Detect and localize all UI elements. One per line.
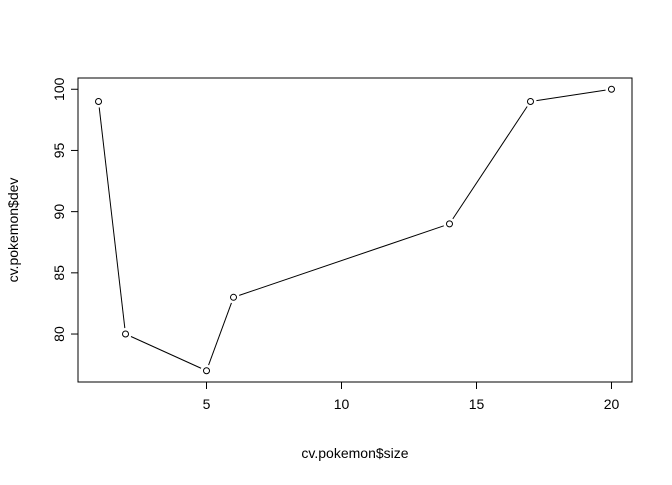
x-tick-label: 5 (203, 396, 211, 412)
y-tick-label: 95 (51, 142, 67, 158)
data-point (526, 97, 534, 105)
data-point (607, 85, 615, 93)
data-point (95, 97, 103, 105)
series-line-segment (239, 225, 444, 296)
x-axis: 5 10 15 20 (203, 381, 620, 412)
data-point (122, 330, 130, 338)
series-line-segment (452, 106, 528, 220)
data-series (95, 85, 615, 375)
series-line-segment (98, 107, 126, 329)
plot-frame (77, 77, 633, 383)
y-axis: 80 85 90 95 100 (51, 77, 79, 342)
y-axis-title: cv.pokemon$dev (5, 178, 21, 283)
y-tick-label: 80 (51, 326, 67, 342)
y-tick-label: 100 (51, 77, 67, 101)
data-point (445, 220, 453, 228)
series-line-segment (130, 336, 202, 369)
data-point (230, 293, 238, 301)
x-tick-label: 20 (604, 396, 620, 412)
x-axis-title: cv.pokemon$size (301, 445, 408, 461)
data-point (203, 367, 211, 375)
y-tick-label: 85 (51, 265, 67, 281)
series-line-segment (208, 302, 232, 366)
series-line-segment (536, 89, 606, 102)
y-tick-label: 90 (51, 204, 67, 220)
x-tick-label: 10 (334, 396, 350, 412)
x-tick-label: 15 (469, 396, 485, 412)
